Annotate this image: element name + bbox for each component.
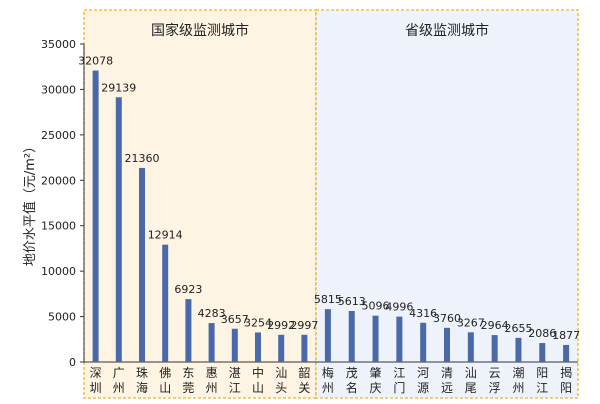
data-label: 2992 (267, 319, 295, 332)
x-tick-label: 惠 (206, 366, 218, 380)
x-tick-label: 云 (489, 366, 501, 380)
bar (231, 328, 238, 362)
x-tick-label: 山 (159, 381, 171, 395)
x-tick-label: 深 (90, 366, 102, 380)
data-label: 5096 (362, 300, 390, 313)
data-label: 1877 (552, 329, 580, 342)
bar (491, 335, 498, 362)
data-label: 2997 (290, 319, 318, 332)
bar (515, 337, 522, 362)
x-tick-label: 梅 (322, 365, 334, 380)
x-tick-label: 庆 (370, 381, 382, 395)
x-tick-label: 州 (322, 381, 334, 395)
x-tick-label: 潮 (512, 365, 524, 380)
x-tick-label: 关 (298, 381, 310, 395)
x-tick-label: 佛 (159, 366, 171, 380)
y-tick-label: 30000 (41, 83, 76, 96)
x-tick-label: 珠 (136, 366, 148, 380)
data-label: 2086 (528, 327, 556, 340)
data-label: 3254 (244, 316, 272, 329)
bar (255, 332, 261, 362)
y-tick-label: 5000 (48, 311, 76, 324)
bar (372, 315, 379, 362)
bar (115, 97, 122, 362)
x-tick-label: 肇 (370, 365, 382, 380)
bar (467, 332, 474, 362)
bar (301, 334, 308, 362)
bar (139, 167, 145, 362)
x-tick-label: 清 (441, 366, 453, 380)
bar (162, 244, 169, 362)
data-label: 3267 (457, 316, 485, 329)
x-tick-label: 远 (441, 381, 453, 395)
y-tick-label: 25000 (41, 129, 76, 142)
x-tick-label: 湛 (229, 366, 241, 380)
data-label: 6923 (174, 283, 202, 296)
x-tick-label: 汕 (465, 366, 477, 380)
bar (324, 309, 331, 362)
bar (563, 344, 570, 362)
bar (185, 299, 192, 362)
group-label: 省级监测城市 (405, 22, 489, 39)
x-tick-label: 江 (393, 366, 405, 380)
x-tick-label: 揭 (560, 365, 572, 380)
bar (420, 322, 427, 362)
x-tick-label: 州 (512, 381, 524, 395)
group-label: 国家级监测城市 (151, 22, 249, 39)
x-tick-label: 茂 (346, 366, 358, 380)
x-tick-label: 广 (113, 366, 125, 380)
bar (208, 323, 215, 362)
data-label: 3657 (221, 313, 249, 326)
x-tick-label: 山 (252, 381, 264, 395)
x-tick-label: 河 (417, 366, 429, 380)
data-label: 2964 (481, 319, 509, 332)
x-tick-label: 圳 (90, 381, 102, 395)
data-label: 5613 (338, 295, 366, 308)
x-tick-label: 头 (275, 381, 287, 395)
data-label: 5815 (314, 293, 342, 306)
bar (444, 327, 450, 362)
x-tick-label: 阳 (560, 381, 572, 395)
x-tick-label: 门 (393, 380, 405, 395)
y-tick-label: 20000 (41, 174, 76, 187)
x-tick-label: 江 (229, 381, 241, 395)
x-tick-label: 中 (252, 365, 264, 380)
bar (278, 334, 285, 362)
bar (396, 316, 403, 362)
x-tick-label: 尾 (465, 381, 477, 395)
data-label: 12914 (148, 229, 183, 242)
x-tick-label: 浮 (489, 381, 501, 395)
y-tick-label: 35000 (41, 38, 76, 51)
data-label: 2655 (504, 322, 532, 335)
data-label: 29139 (101, 81, 136, 94)
x-tick-label: 莞 (182, 381, 194, 395)
x-tick-label: 州 (206, 381, 218, 395)
x-tick-label: 阳 (536, 366, 548, 380)
x-tick-label: 海 (136, 380, 148, 395)
y-tick-label: 10000 (41, 265, 76, 278)
data-label: 3760 (433, 312, 461, 325)
bar (539, 343, 546, 362)
data-label: 32078 (78, 55, 113, 68)
x-tick-label: 江 (536, 381, 548, 395)
x-tick-label: 韶 (298, 365, 310, 380)
data-label: 21360 (125, 152, 160, 165)
data-label: 4316 (409, 307, 437, 320)
data-label: 4996 (385, 301, 413, 314)
y-tick-label: 15000 (41, 220, 76, 233)
y-axis-title: 地价水平值（元/m²） (22, 140, 38, 266)
x-tick-label: 名 (346, 380, 358, 395)
bar (348, 311, 355, 362)
group-panel (83, 9, 317, 399)
bar (92, 70, 99, 362)
x-tick-label: 汕 (275, 366, 287, 380)
x-tick-label: 东 (182, 366, 194, 380)
x-tick-label: 源 (417, 381, 429, 395)
y-tick-label: 0 (69, 356, 76, 369)
data-label: 4283 (198, 307, 226, 320)
x-tick-label: 州 (113, 381, 125, 395)
